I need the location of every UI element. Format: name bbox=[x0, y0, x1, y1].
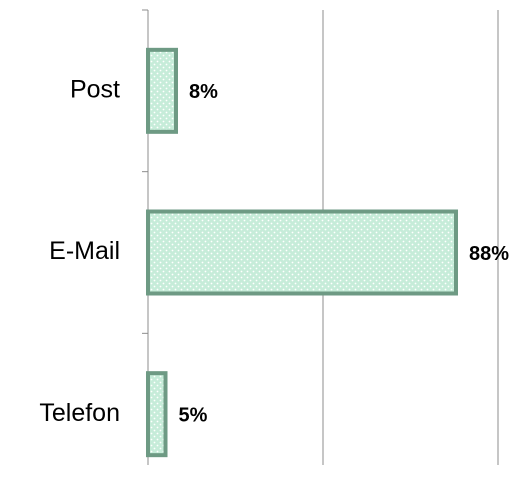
data-label: 88% bbox=[469, 243, 509, 265]
category-label: Telefon bbox=[39, 399, 120, 427]
bar bbox=[146, 209, 458, 296]
bar bbox=[146, 371, 168, 458]
data-label: 8% bbox=[189, 81, 218, 103]
data-label: 5% bbox=[179, 404, 208, 426]
category-label: Post bbox=[70, 75, 120, 103]
category-label: E-Mail bbox=[49, 237, 120, 265]
bar bbox=[146, 47, 178, 134]
